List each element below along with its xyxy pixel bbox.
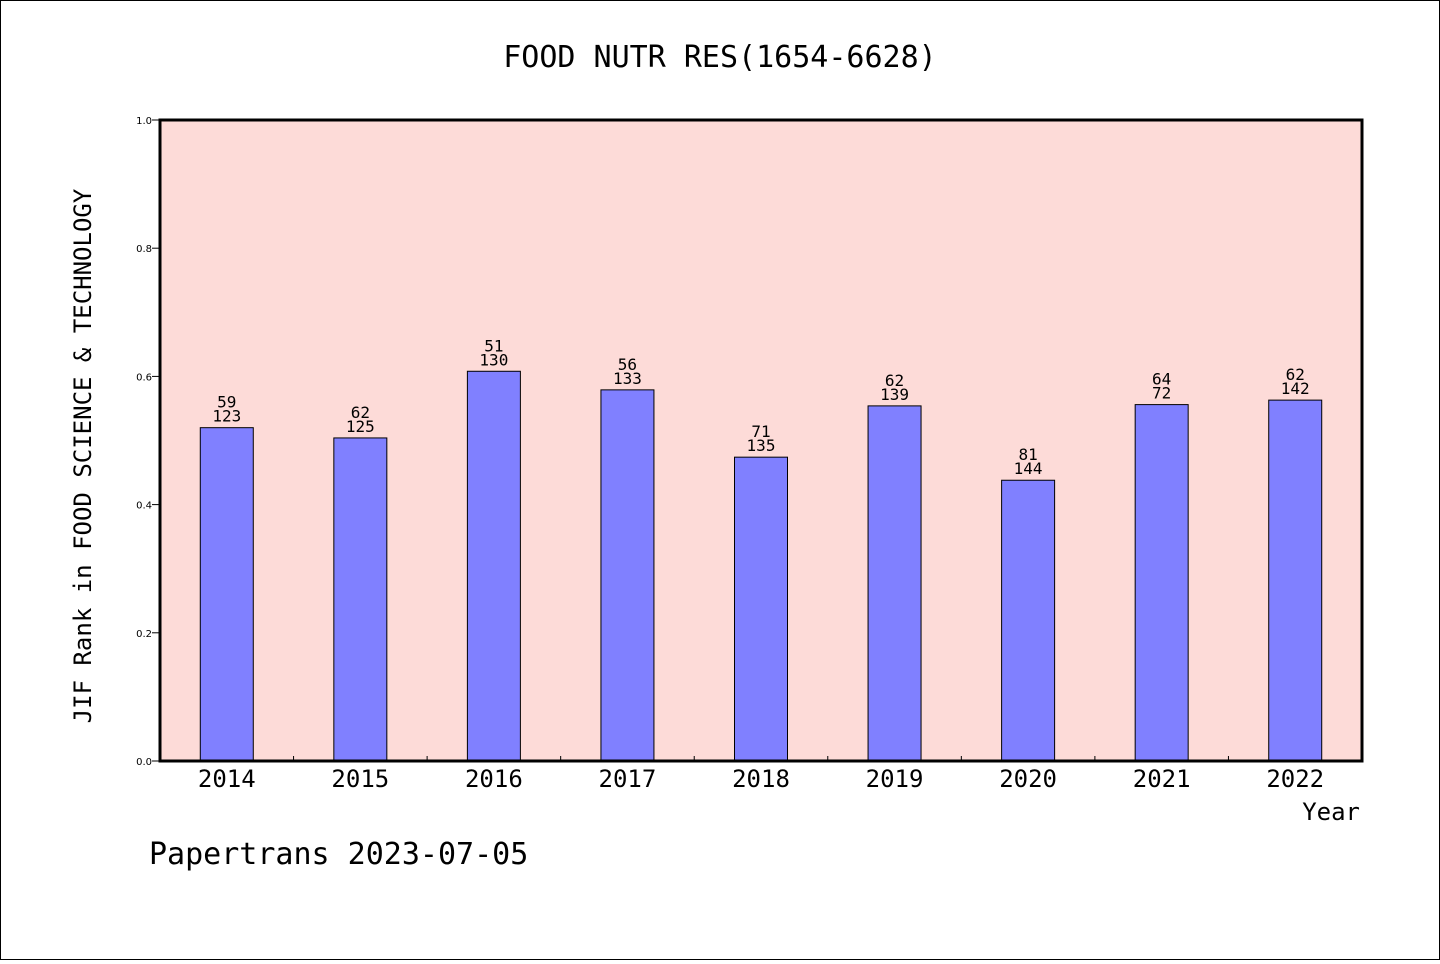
rank-label: 62 (885, 371, 904, 390)
chart-title: FOOD NUTR RES(1654-6628) (503, 40, 936, 75)
y-tick-label: 0.6 (136, 372, 152, 383)
footer-text: Papertrans 2023-07-05 (149, 837, 528, 872)
y-tick-label: 1.0 (136, 116, 152, 127)
total-label: 142 (1281, 379, 1310, 398)
bar (867, 405, 922, 762)
bar (600, 389, 655, 762)
rank-label: 71 (751, 422, 770, 441)
bar (1134, 404, 1189, 762)
y-axis-label: JIF Rank in FOOD SCIENCE & TECHNOLOGY (69, 188, 97, 723)
rank-label: 51 (484, 336, 503, 355)
total-label: 72 (1152, 384, 1171, 403)
rank-label: 62 (351, 403, 370, 422)
bar-series (199, 370, 1323, 762)
bar (199, 427, 254, 762)
total-label: 125 (346, 417, 375, 436)
y-axis: 0.0 0.2 0.4 0.6 0.8 1.0 (136, 116, 160, 768)
total-label: 139 (880, 385, 909, 404)
x-tick-label: 2022 (1266, 765, 1324, 793)
y-tick-label: 0.4 (136, 501, 152, 512)
x-axis: 2014 2015 2016 2017 2018 2019 2020 2021 2022 (198, 756, 1324, 793)
bar (333, 437, 388, 762)
rank-label: 56 (618, 355, 637, 374)
total-label: 144 (1014, 459, 1043, 478)
total-label: 130 (479, 350, 508, 369)
x-tick-label: 2021 (1133, 765, 1191, 793)
y-tick-label: 0.0 (136, 757, 152, 768)
total-label: 123 (212, 407, 241, 426)
x-tick-label: 2014 (198, 765, 256, 793)
total-label: 133 (613, 369, 642, 388)
x-tick-label: 2017 (599, 765, 657, 793)
bar (1268, 399, 1323, 762)
rank-label: 62 (1286, 365, 1305, 384)
y-tick-label: 0.2 (136, 629, 152, 640)
x-tick-label: 2018 (732, 765, 790, 793)
bar (734, 456, 788, 762)
rank-label: 81 (1018, 445, 1037, 464)
x-tick-label: 2020 (999, 765, 1057, 793)
total-label: 135 (747, 436, 776, 455)
y-tick-label: 0.8 (136, 244, 152, 255)
bar (1001, 479, 1056, 762)
x-tick-label: 2019 (866, 765, 924, 793)
bar (466, 370, 521, 762)
x-tick-label: 2015 (331, 765, 389, 793)
x-tick-label: 2016 (465, 765, 523, 793)
rank-label: 59 (217, 393, 236, 412)
rank-label: 64 (1152, 370, 1171, 389)
plot-border (158, 118, 1364, 763)
x-axis-label: Year (1302, 798, 1360, 826)
